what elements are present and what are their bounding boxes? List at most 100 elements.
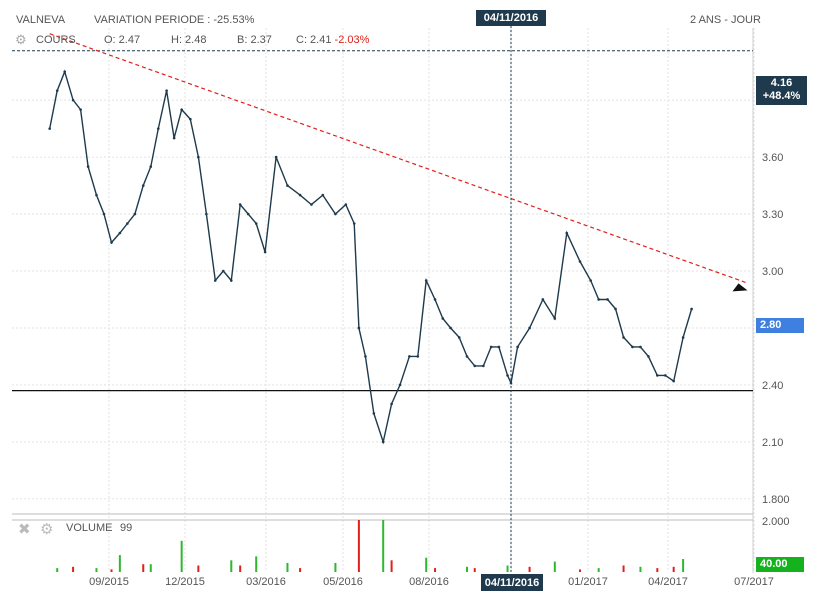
- price-point: [398, 383, 402, 387]
- cursor-date-axis-label: 04/11/2016: [485, 577, 539, 589]
- volume-panel-label: VOLUME: [66, 522, 113, 534]
- price-point: [441, 317, 445, 320]
- price-point: [118, 231, 122, 235]
- ticker-label: VALNEVA: [16, 14, 66, 26]
- price-point: [631, 345, 634, 349]
- volume-bar-down: [672, 566, 675, 572]
- price-point: [352, 222, 356, 225]
- volume-value: 99: [120, 522, 133, 534]
- x-tick-label: 03/2016: [246, 576, 286, 588]
- price-point: [86, 165, 90, 168]
- price-point: [424, 279, 428, 282]
- price-point: [465, 355, 469, 358]
- price-point: [497, 345, 501, 349]
- close-value: C: 2.41 -2.03%: [296, 34, 369, 46]
- volume-bar-up: [425, 557, 428, 572]
- reference-lines: [12, 50, 753, 392]
- volume-bars: [56, 520, 685, 572]
- x-tick-label: 08/2016: [409, 576, 449, 588]
- x-tick-labels: 09/2015 12/2015 03/2016 05/2016 08/2016 01/20…: [89, 574, 774, 591]
- volume-bar-up: [118, 555, 121, 572]
- x-tick-label: 12/2015: [165, 576, 205, 588]
- price-point: [55, 89, 59, 92]
- close-icon[interactable]: ✖: [18, 521, 31, 538]
- price-point: [482, 364, 485, 368]
- reference-tag-change: +48.4%: [762, 90, 801, 102]
- price-point: [95, 193, 98, 197]
- y-tick-label: 2.10: [762, 437, 783, 449]
- volume-bar-down: [197, 565, 200, 572]
- volume-bar-down: [656, 568, 659, 572]
- volume-bar-up: [334, 562, 337, 572]
- price-point: [664, 374, 667, 377]
- price-point: [381, 440, 385, 444]
- price-point: [606, 298, 609, 301]
- volume-last-tag: 40.00: [756, 557, 804, 572]
- volume-bar-down: [622, 565, 625, 572]
- price-point: [110, 241, 113, 244]
- volume-bar-down: [142, 564, 145, 572]
- price-point: [156, 127, 160, 130]
- x-tick-label: 04/2017: [648, 576, 688, 588]
- volume-bar-up: [255, 556, 258, 572]
- price-panel-label: COURS: [36, 34, 76, 46]
- y-tick-label: 3.00: [762, 266, 783, 278]
- volume-bar-up: [553, 561, 556, 572]
- price-point: [48, 127, 52, 130]
- volume-bar-up: [639, 566, 642, 572]
- price-point: [614, 307, 617, 311]
- price-point: [541, 298, 545, 301]
- cursor-date-tag: 04/11/2016: [476, 10, 546, 26]
- reference-tag-value: 4.16: [770, 77, 793, 89]
- price-point: [357, 326, 361, 330]
- price-point: [180, 108, 183, 111]
- price-point: [263, 250, 267, 254]
- price-point: [133, 212, 137, 216]
- price-point: [205, 212, 208, 216]
- settings-gear-icon[interactable]: ⚙: [15, 32, 27, 47]
- price-point: [681, 336, 685, 339]
- price-point: [372, 412, 376, 415]
- price-point: [71, 98, 75, 102]
- period-label[interactable]: 2 ANS - JOUR: [690, 14, 761, 26]
- price-point: [63, 70, 67, 73]
- volume-bar-down: [110, 569, 113, 572]
- price-point: [364, 355, 367, 358]
- volume-bar-up: [382, 520, 385, 572]
- price-point: [79, 108, 82, 111]
- price-point: [102, 212, 106, 216]
- open-value: O: 2.47: [104, 34, 141, 46]
- price-point: [656, 374, 659, 377]
- trend-line: [49, 33, 746, 283]
- x-tick-label: 01/2017: [568, 576, 608, 588]
- trend-arrow-icon: [732, 283, 748, 292]
- price-point: [334, 212, 337, 216]
- price-point: [229, 279, 233, 282]
- y-tick-label: 3.30: [762, 209, 783, 221]
- price-line: [49, 69, 693, 445]
- volume-gear-icon[interactable]: ⚙: [40, 521, 54, 538]
- price-point: [246, 212, 250, 216]
- volume-bar-up: [682, 559, 685, 572]
- y-tick-label: 3.60: [762, 152, 783, 164]
- price-point: [416, 355, 420, 358]
- price-point: [433, 298, 437, 301]
- price-point: [473, 364, 477, 368]
- reference-tag: 4.16 +48.4%: [756, 76, 807, 105]
- price-point: [553, 317, 557, 320]
- price-point: [639, 345, 642, 349]
- y-tick-label: 1.800: [762, 494, 790, 506]
- price-point: [408, 355, 411, 358]
- volume-bar-down: [434, 568, 437, 572]
- price-point: [344, 203, 348, 206]
- price-point: [565, 231, 569, 235]
- volume-bar-up: [149, 564, 152, 572]
- price-point: [141, 184, 145, 187]
- volume-bar-up: [506, 565, 509, 572]
- volume-bar-down: [473, 568, 476, 572]
- high-value: H: 2.48: [171, 34, 207, 46]
- price-point: [516, 345, 519, 349]
- trend-line-group: [49, 33, 748, 292]
- price-point: [238, 203, 242, 206]
- price-point: [489, 345, 493, 349]
